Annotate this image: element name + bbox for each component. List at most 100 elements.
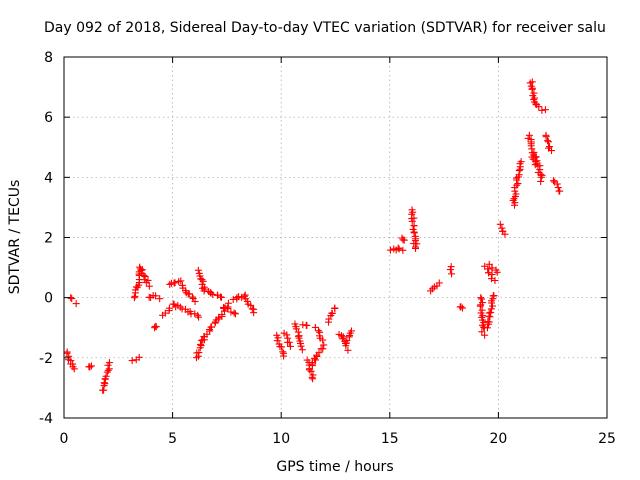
- data-point: [151, 322, 159, 330]
- data-point: [527, 142, 535, 150]
- data-point: [72, 300, 80, 308]
- data-point: [458, 304, 466, 312]
- data-point: [528, 85, 536, 93]
- y-tick-label: 8: [44, 50, 53, 66]
- data-point: [535, 103, 543, 111]
- data-point: [487, 275, 495, 283]
- data-point: [188, 293, 196, 301]
- data-point: [247, 301, 255, 309]
- data-point: [87, 362, 95, 370]
- data-point: [411, 244, 419, 252]
- data-point: [137, 267, 145, 275]
- data-point: [209, 291, 217, 299]
- data-point: [488, 264, 496, 272]
- data-point: [410, 229, 418, 237]
- data-point: [501, 230, 509, 238]
- data-point: [493, 268, 501, 276]
- data-point: [548, 147, 556, 155]
- data-point: [151, 324, 159, 332]
- chart-title: Day 092 of 2018, Sidereal Day-to-day VTE…: [44, 20, 606, 36]
- data-point: [161, 309, 169, 317]
- data-point: [410, 222, 418, 230]
- data-point: [276, 343, 284, 351]
- y-tick-label: -4: [39, 411, 53, 427]
- data-point: [280, 352, 288, 360]
- data-point: [156, 295, 164, 303]
- data-point: [537, 173, 545, 181]
- x-tick-label: 5: [168, 431, 177, 447]
- data-point: [285, 338, 293, 346]
- data-point: [297, 342, 305, 350]
- data-point: [498, 224, 506, 232]
- data-point: [489, 292, 497, 300]
- data-point: [171, 279, 179, 287]
- data-point: [283, 331, 291, 339]
- data-point: [312, 356, 320, 364]
- data-point: [140, 271, 148, 279]
- x-tick-label: 25: [598, 431, 616, 447]
- data-point: [325, 315, 333, 323]
- data-point: [231, 310, 239, 318]
- data-point: [311, 323, 319, 331]
- data-point: [303, 321, 311, 329]
- x-tick-label: 20: [489, 431, 507, 447]
- data-point: [320, 341, 328, 349]
- y-axis-label: SDTVAR / TECUs: [7, 180, 23, 295]
- data-point: [487, 308, 495, 316]
- x-axis-label: GPS time / hours: [276, 459, 393, 475]
- data-point: [408, 217, 416, 225]
- y-tick-label: 6: [44, 110, 53, 126]
- data-point: [515, 167, 523, 175]
- data-point: [305, 366, 313, 374]
- data-point: [435, 279, 443, 287]
- data-point: [298, 346, 306, 354]
- data-point: [195, 349, 203, 357]
- y-tick-labels: -4 -2 0 2 4 6 8: [39, 50, 53, 427]
- data-point: [166, 280, 174, 288]
- data-point: [491, 277, 499, 285]
- data-point: [476, 302, 484, 310]
- data-point: [294, 332, 302, 340]
- data-point: [217, 293, 225, 301]
- x-tick-label: 10: [272, 431, 290, 447]
- data-point: [331, 304, 339, 312]
- data-point: [224, 299, 232, 307]
- data-point: [165, 304, 173, 312]
- data-point: [399, 246, 407, 254]
- data-point: [328, 309, 336, 317]
- data-point: [489, 302, 497, 310]
- data-point: [319, 345, 327, 353]
- data-point: [536, 166, 544, 174]
- data-point: [227, 308, 235, 316]
- data-point: [315, 349, 323, 357]
- data-point: [342, 342, 350, 350]
- data-point: [481, 331, 489, 339]
- data-point: [102, 372, 110, 380]
- data-point: [191, 298, 199, 306]
- data-point: [135, 353, 143, 361]
- data-point: [446, 266, 454, 274]
- data-point: [488, 271, 496, 279]
- data-point: [526, 79, 534, 87]
- data-point: [398, 234, 406, 242]
- data-point: [145, 282, 153, 290]
- data-point: [70, 365, 78, 373]
- data-point: [199, 336, 207, 344]
- data-point: [100, 379, 108, 387]
- data-point: [395, 245, 403, 253]
- data-point: [309, 375, 317, 383]
- data-point: [413, 240, 421, 248]
- data-point: [286, 342, 294, 350]
- data-point: [99, 386, 107, 394]
- data-point: [307, 367, 315, 375]
- data-point: [549, 177, 557, 185]
- data-point: [319, 336, 327, 344]
- data-point: [105, 359, 113, 367]
- data-point: [105, 365, 113, 373]
- y-tick-label: 4: [44, 170, 53, 186]
- data-point: [218, 311, 226, 319]
- grid-lines: [64, 57, 607, 418]
- data-point: [477, 294, 485, 302]
- y-tick-label: 0: [44, 291, 53, 307]
- data-point: [525, 131, 533, 139]
